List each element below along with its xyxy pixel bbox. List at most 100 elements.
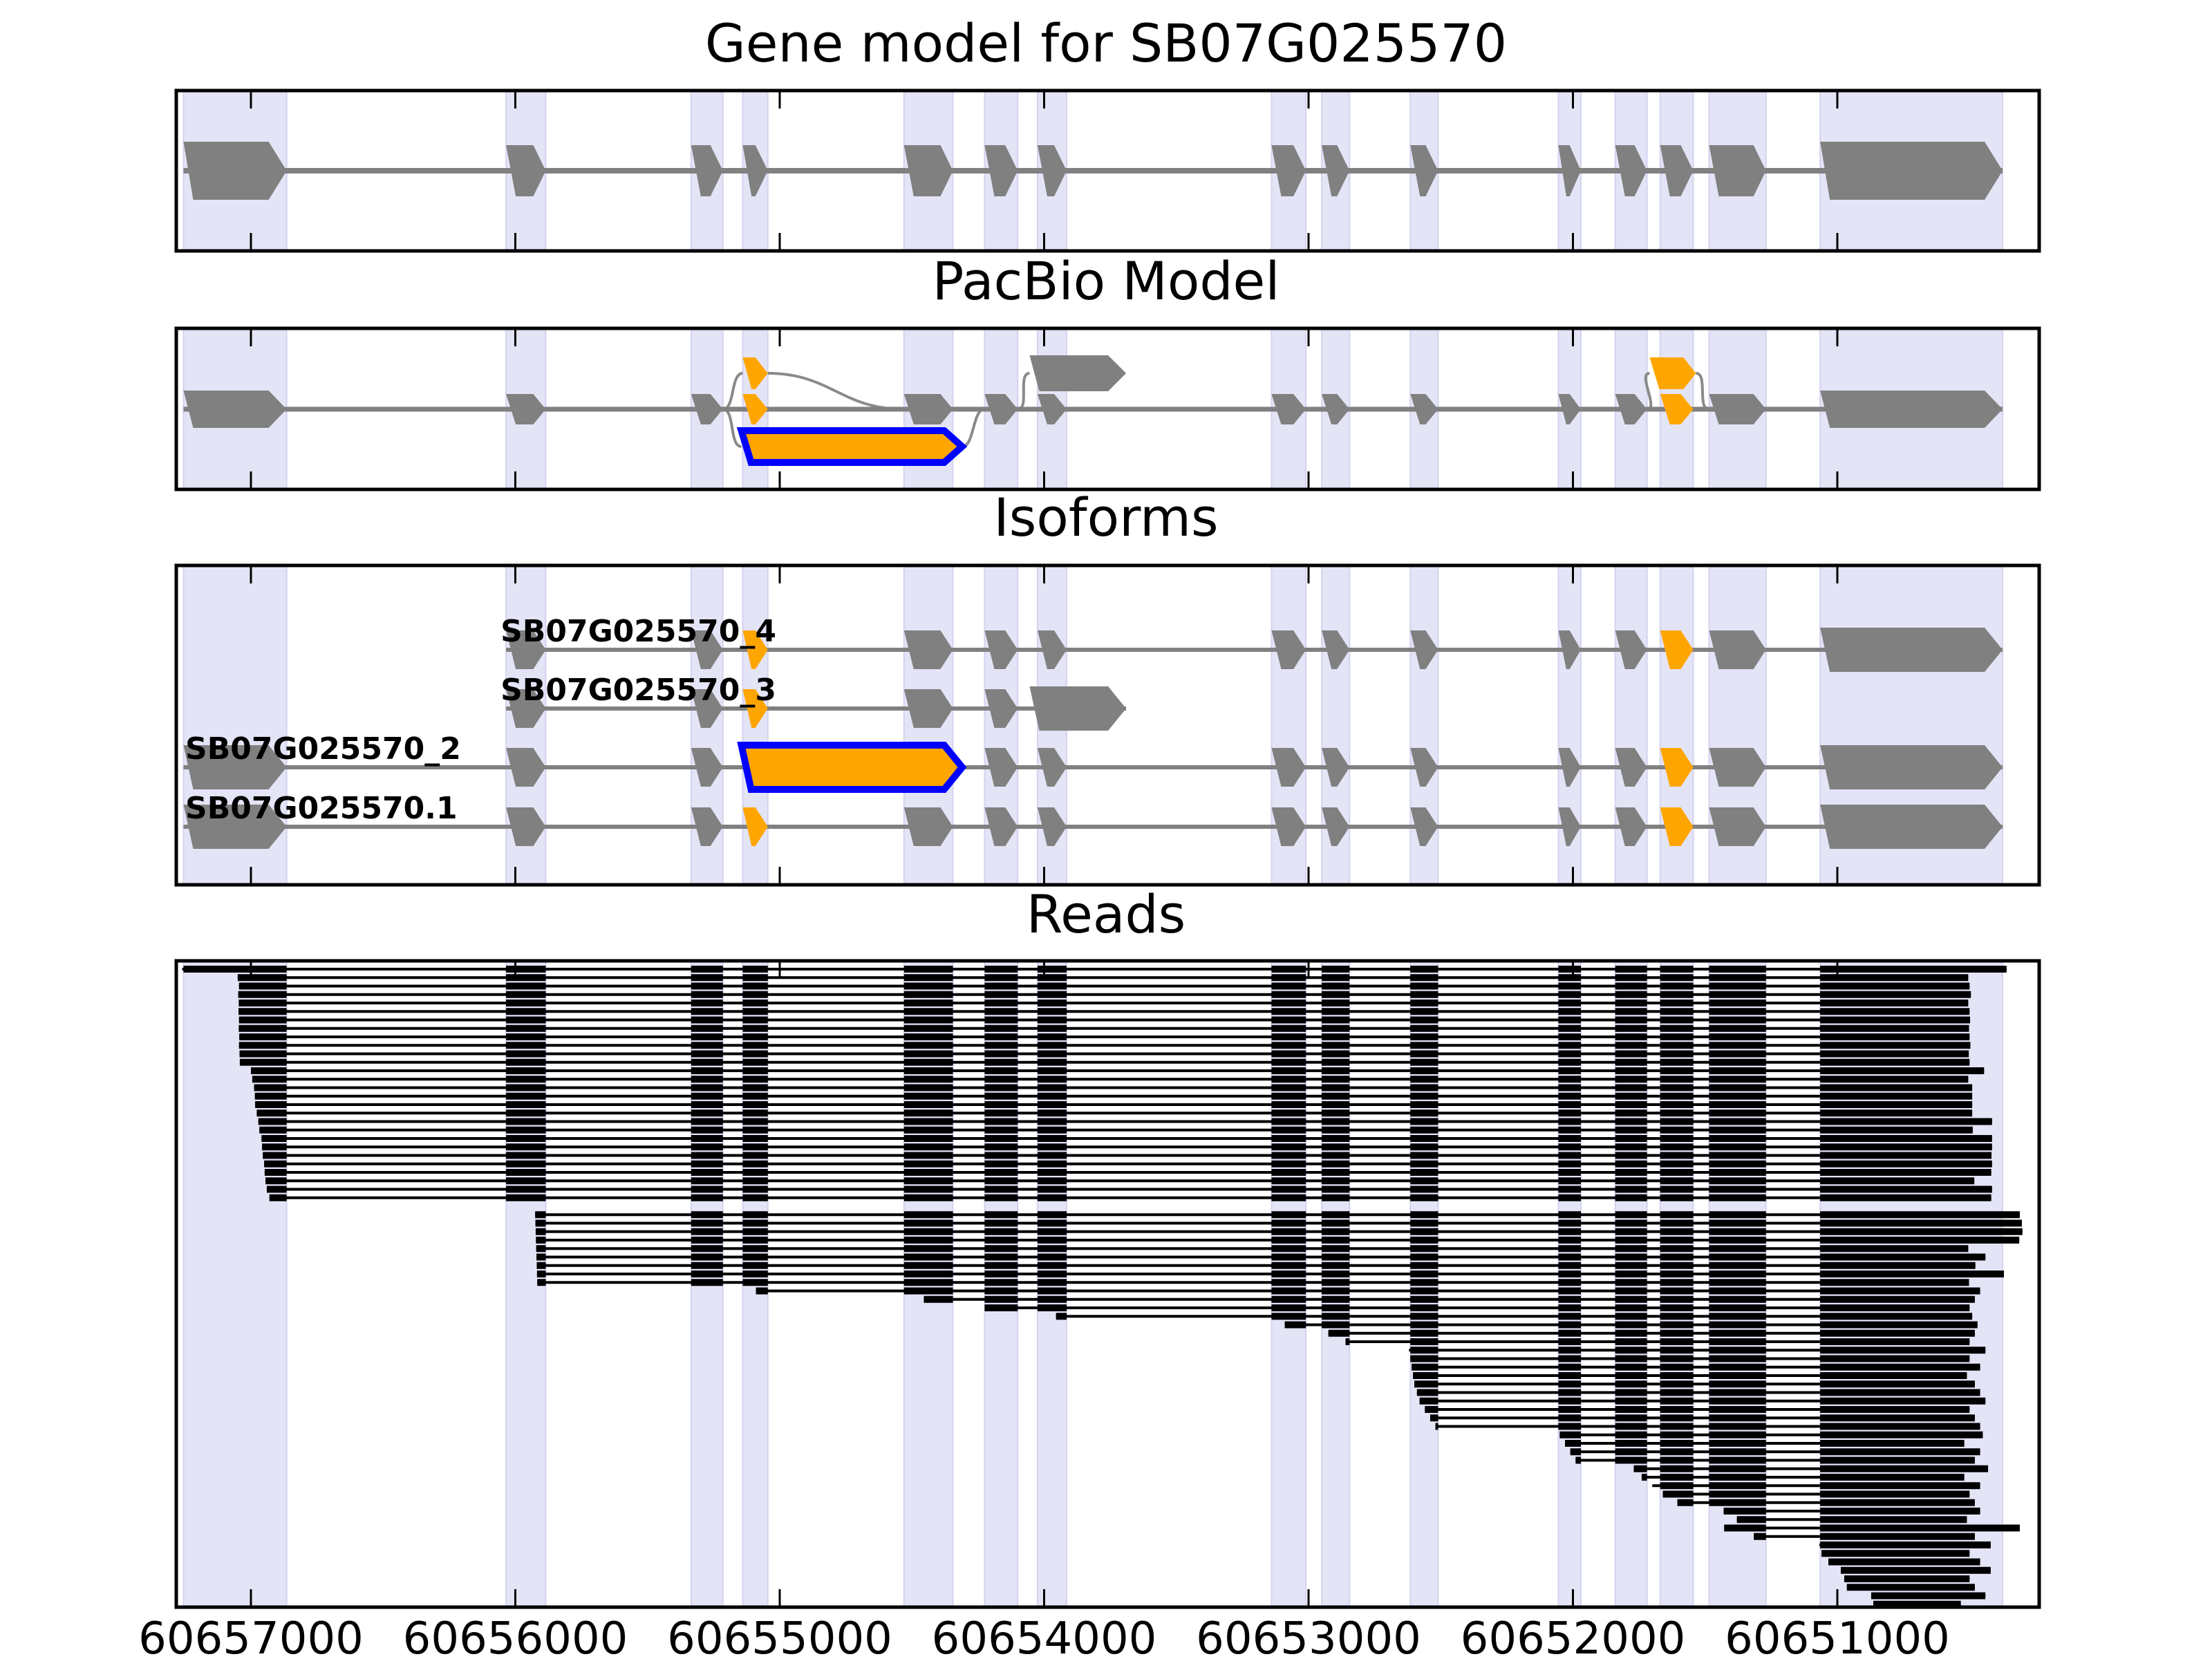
read-exon-block xyxy=(1037,1033,1067,1040)
read-exon-block xyxy=(1558,1118,1581,1125)
read-exon-block xyxy=(1660,1372,1694,1379)
read-exon-block xyxy=(1271,974,1306,982)
read-exon-block xyxy=(506,1033,546,1040)
isoform-exon xyxy=(506,630,546,669)
read-line xyxy=(1328,1331,1975,1335)
gene-model-exon xyxy=(506,145,546,196)
read-exon-block xyxy=(984,1152,1018,1159)
read-exon-block xyxy=(506,1058,546,1066)
read-line xyxy=(1056,1315,1973,1318)
read-exon-block xyxy=(1709,1295,1766,1303)
read-exon-block xyxy=(1322,1050,1350,1058)
isoform-exon xyxy=(691,748,723,787)
pacbio-exon xyxy=(1558,394,1581,424)
read-exon-block xyxy=(903,1279,953,1286)
read-exon-block xyxy=(1558,1152,1581,1159)
read-exon-block xyxy=(1820,1279,1969,1286)
read-exon-block xyxy=(1709,966,1766,973)
read-line xyxy=(238,984,1970,988)
read-exon-block xyxy=(1846,1584,1975,1591)
isoform-exon xyxy=(506,807,546,846)
read-exon-block xyxy=(1820,1508,1980,1515)
read-exon-block xyxy=(1271,1152,1306,1159)
read-exon-block xyxy=(1037,1219,1067,1227)
gene-model-title: Gene model for SB07G025570 xyxy=(704,12,1508,74)
read-exon-block xyxy=(1410,1135,1438,1142)
isoform-exon xyxy=(742,689,768,728)
read-line xyxy=(259,1128,1973,1132)
read-exon-block xyxy=(1709,1219,1766,1227)
read-exon-block xyxy=(1709,1397,1766,1405)
read-exon-block xyxy=(1709,1389,1766,1396)
read-exon-block xyxy=(1615,1406,1647,1413)
pacbio-exon xyxy=(1410,394,1438,424)
read-exon-block xyxy=(1410,1245,1438,1253)
read-exon-block xyxy=(1709,1126,1766,1134)
read-exon-block xyxy=(742,1185,768,1193)
read-line xyxy=(237,976,1969,980)
read-exon-block xyxy=(506,1118,546,1125)
read-exon-block xyxy=(691,1076,723,1083)
read-exon-block xyxy=(1820,1423,1980,1430)
read-exon-block xyxy=(1615,1397,1647,1405)
read-exon-block xyxy=(1410,1058,1438,1066)
exon-highlight-band xyxy=(182,960,288,1608)
read-exon-block xyxy=(984,1109,1018,1117)
pacbio-exon xyxy=(903,394,953,424)
read-exon-block xyxy=(1820,1406,1970,1413)
read-exon-block xyxy=(1660,1245,1694,1253)
read-exon-block xyxy=(1037,1185,1067,1193)
read-line xyxy=(263,1154,1991,1157)
read-exon-block xyxy=(1271,1092,1306,1100)
read-line xyxy=(238,1044,1971,1047)
read-exon-block xyxy=(691,1126,723,1134)
read-exon-block xyxy=(1820,1177,1975,1185)
read-exon-block xyxy=(1820,1245,1969,1253)
read-exon-block xyxy=(1271,1016,1306,1024)
read-exon-block xyxy=(1558,1058,1581,1066)
read-exon-block xyxy=(984,1295,1018,1303)
read-exon-block xyxy=(1660,1185,1694,1193)
read-exon-block xyxy=(742,991,768,998)
read-exon-block xyxy=(256,1109,287,1117)
read-exon-block xyxy=(1271,982,1306,990)
read-exon-block xyxy=(1615,1092,1647,1100)
read-exon-block xyxy=(1709,1169,1766,1176)
x-tick-label: 60651000 xyxy=(1725,1613,1950,1659)
read-exon-block xyxy=(691,1185,723,1193)
read-exon-block xyxy=(1660,1211,1694,1219)
read-exon-block xyxy=(742,1237,768,1244)
read-exon-block xyxy=(1322,1279,1350,1286)
gene-model-exon xyxy=(984,145,1018,196)
isoform-exon xyxy=(1322,630,1350,669)
read-exon-block xyxy=(1820,1211,2003,1219)
read-exon-block xyxy=(691,1050,723,1058)
read-exon-block xyxy=(1660,1118,1694,1125)
read-exon-block xyxy=(1322,1008,1350,1015)
read-exon-block xyxy=(1615,1347,1647,1354)
read-exon-block xyxy=(1660,1084,1694,1091)
read-exon-block xyxy=(2003,1237,2020,1244)
read-exon-block xyxy=(1410,1092,1438,1100)
gene-model-exon xyxy=(183,142,287,200)
read-exon-block xyxy=(1271,1000,1306,1006)
read-exon-block xyxy=(1410,1253,1438,1261)
read-exon-block xyxy=(1709,974,1766,982)
read-exon-block xyxy=(1709,1304,1766,1311)
read-exon-block xyxy=(1615,1295,1647,1303)
isoform-exon xyxy=(1615,807,1647,846)
read-exon-block xyxy=(1709,1355,1766,1362)
read-exon-block xyxy=(1615,1279,1647,1286)
read-exon-block xyxy=(1271,1135,1306,1142)
read-exon-block xyxy=(1037,1118,1067,1125)
pacbio-exon xyxy=(1660,394,1694,424)
read-exon-block xyxy=(1322,991,1350,998)
read-exon-block xyxy=(984,1033,1018,1040)
read-exon-block xyxy=(238,1024,287,1032)
read-exon-block xyxy=(263,1152,287,1159)
read-exon-block xyxy=(536,1245,546,1253)
gene-model-exon xyxy=(903,145,953,196)
read-exon-block xyxy=(742,1008,768,1015)
read-exon-block xyxy=(903,1219,953,1227)
read-exon-block xyxy=(1271,1177,1306,1185)
